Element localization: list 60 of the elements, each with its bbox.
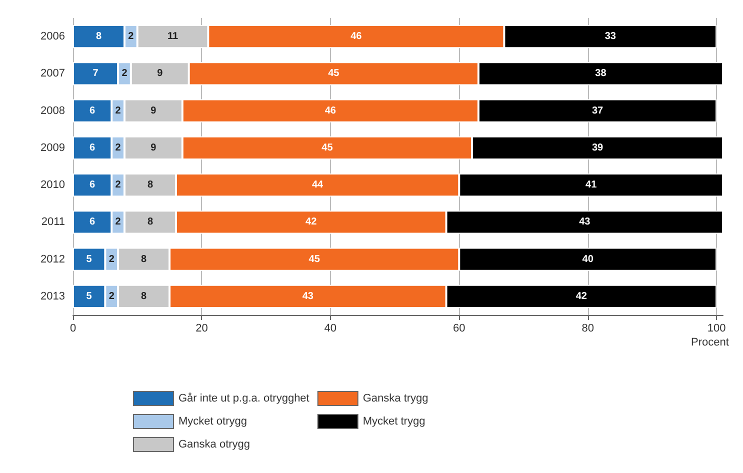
data-label: 6 bbox=[90, 216, 96, 228]
data-label: 44 bbox=[312, 180, 324, 191]
data-label: 8 bbox=[141, 254, 148, 265]
y-tick-label: 2011 bbox=[41, 216, 65, 228]
y-tick-label: 2008 bbox=[40, 104, 65, 117]
data-label: 2 bbox=[128, 31, 134, 42]
y-tick-label: 2009 bbox=[40, 142, 65, 154]
data-label: 7 bbox=[92, 68, 99, 80]
legend-label: Ganska trygg bbox=[362, 392, 428, 404]
data-label: 42 bbox=[576, 290, 588, 302]
data-label: 8 bbox=[141, 290, 148, 302]
data-label: 2 bbox=[108, 254, 115, 265]
data-label: 6 bbox=[90, 142, 96, 154]
x-tick-label: 0 bbox=[70, 322, 76, 334]
data-label: 37 bbox=[592, 105, 604, 116]
data-label: 45 bbox=[308, 254, 320, 265]
data-label: 46 bbox=[350, 31, 362, 42]
x-tick-label: 100 bbox=[707, 322, 726, 334]
data-label: 9 bbox=[150, 142, 157, 154]
x-tick-label: 20 bbox=[196, 322, 208, 334]
data-label: 6 bbox=[90, 105, 96, 116]
data-label: 42 bbox=[306, 216, 318, 228]
x-tick-label: 40 bbox=[324, 322, 337, 334]
data-label: 43 bbox=[579, 216, 591, 228]
data-label: 11 bbox=[167, 31, 178, 42]
data-label: 9 bbox=[157, 68, 164, 80]
legend-label: Ganska otrygg bbox=[178, 438, 250, 450]
data-label: 45 bbox=[328, 68, 340, 80]
y-tick-label: 2006 bbox=[40, 30, 65, 43]
data-label: 6 bbox=[90, 180, 96, 191]
legend-label: Mycket otrygg bbox=[178, 416, 247, 428]
data-label: 38 bbox=[595, 68, 607, 80]
x-tick-label: 80 bbox=[582, 322, 594, 334]
data-label: 2 bbox=[115, 180, 122, 191]
data-label: 39 bbox=[592, 142, 604, 154]
y-tick-label: 2007 bbox=[40, 68, 65, 80]
data-label: 5 bbox=[86, 254, 92, 265]
y-tick-label: 2010 bbox=[40, 179, 65, 192]
data-label: 5 bbox=[86, 290, 92, 302]
data-label: 2 bbox=[108, 290, 115, 302]
x-axis-title: Procent bbox=[691, 336, 729, 348]
y-tick-label: 2013 bbox=[40, 290, 65, 302]
data-label: 8 bbox=[96, 31, 102, 42]
data-label: 45 bbox=[322, 142, 334, 154]
legend-label: Mycket trygg bbox=[362, 416, 426, 428]
data-label: 41 bbox=[586, 180, 598, 191]
legend-label: Går inte ut p.g.a. otrygghet bbox=[178, 392, 310, 404]
data-label: 46 bbox=[324, 105, 336, 116]
data-label: 2 bbox=[115, 105, 122, 116]
data-label: 8 bbox=[147, 216, 154, 228]
data-label: 9 bbox=[150, 105, 157, 116]
data-label: 2 bbox=[115, 216, 122, 228]
data-label: 40 bbox=[582, 254, 594, 265]
x-tick-label: 60 bbox=[453, 322, 466, 334]
data-label: 8 bbox=[147, 180, 154, 191]
data-label: 2 bbox=[115, 142, 122, 154]
data-label: 43 bbox=[302, 290, 314, 302]
data-label: 2 bbox=[122, 68, 128, 80]
data-label: 33 bbox=[604, 31, 616, 42]
y-tick-label: 2012 bbox=[40, 253, 65, 266]
